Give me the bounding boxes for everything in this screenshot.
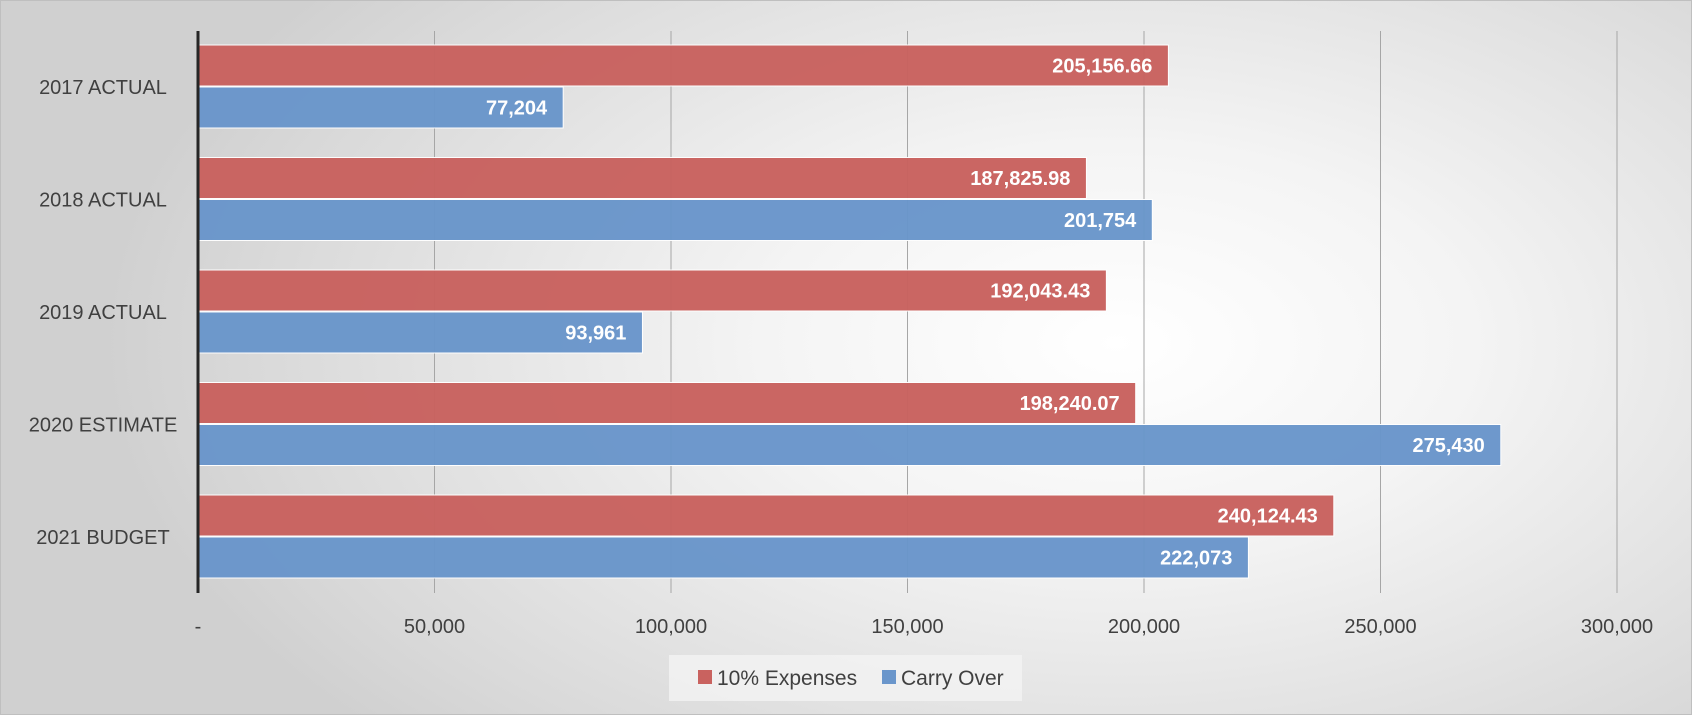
bar-expenses: [197, 269, 1107, 312]
data-label: 93,961: [565, 323, 626, 345]
x-tick-label: 100,000: [635, 616, 707, 638]
category-label: 2017 ACTUAL: [39, 77, 167, 99]
bar-expenses: [197, 44, 1169, 87]
category-label: 2020 ESTIMATE: [29, 415, 178, 437]
data-label: 192,043.43: [990, 281, 1090, 303]
legend: 10% Expenses Carry Over: [669, 655, 1022, 701]
x-tick-label: 150,000: [871, 616, 943, 638]
x-tick-label: 250,000: [1344, 616, 1416, 638]
x-tick-label: 200,000: [1108, 616, 1180, 638]
x-tick-label: 300,000: [1581, 616, 1653, 638]
bar-expenses: [197, 157, 1087, 199]
data-label: 198,240.07: [1020, 393, 1120, 415]
bar-carry-over: [197, 536, 1249, 579]
x-tick-label: -: [195, 616, 202, 638]
x-tick-label: 50,000: [404, 616, 465, 638]
category-label: 2021 BUDGET: [36, 527, 169, 549]
data-label: 187,825.98: [970, 168, 1070, 190]
bar-expenses: [197, 382, 1137, 424]
legend-swatch: [882, 670, 896, 684]
data-label: 222,073: [1160, 548, 1232, 570]
category-label: 2018 ACTUAL: [39, 190, 167, 212]
data-label: 77,204: [486, 98, 548, 120]
bar-expenses: [197, 494, 1335, 537]
bar-carry-over: [197, 86, 564, 129]
data-label: 240,124.43: [1218, 506, 1318, 528]
legend-box: [669, 655, 1022, 701]
legend-entry: Carry Over: [901, 667, 1004, 690]
bar-carry-over: [197, 424, 1502, 466]
bars: [197, 44, 1502, 579]
labels: - 50,000 100,000 150,000 200,000 250,000 300,0…: [29, 56, 1653, 639]
legend-swatch: [698, 670, 712, 684]
legend-entry: 10% Expenses: [717, 667, 857, 690]
data-label: 205,156.66: [1052, 56, 1152, 78]
data-label: 275,430: [1412, 435, 1484, 457]
data-label: 201,754: [1064, 210, 1137, 232]
category-label: 2019 ACTUAL: [39, 302, 167, 324]
bar-carry-over: [197, 199, 1153, 241]
